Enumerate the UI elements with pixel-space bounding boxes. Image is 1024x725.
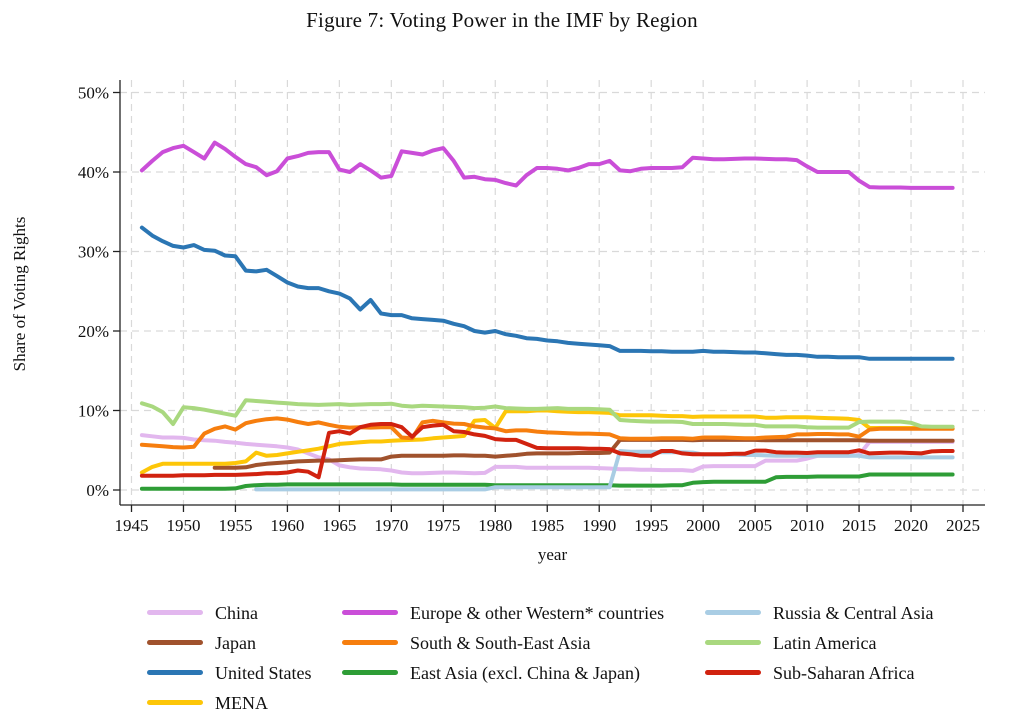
x-tick-label: 2020 — [894, 516, 928, 535]
legend-swatch-russia-central-asia — [705, 610, 761, 615]
y-tick-label: 10% — [78, 402, 109, 421]
series-line-united-states — [139, 225, 955, 361]
x-tick-label: 1985 — [530, 516, 564, 535]
y-tick-label: 0% — [86, 481, 109, 500]
x-tick-label: 2000 — [686, 516, 720, 535]
legend-item-label: South & South-East Asia — [410, 633, 591, 653]
legend-swatch-latin-america — [705, 640, 761, 645]
series-line-south-south-east-asia — [139, 416, 955, 450]
legend-item-label: United States — [215, 663, 312, 683]
x-tick-label: 1995 — [634, 516, 668, 535]
x-tick-label: 1950 — [166, 516, 200, 535]
figure-title: Figure 7: Voting Power in the IMF by Reg… — [306, 8, 698, 32]
y-tick-label: 40% — [78, 163, 109, 182]
legend-item-label: Latin America — [773, 633, 877, 653]
legend-swatch-europe-other-western-countries — [342, 610, 398, 615]
x-tick-label: 1975 — [426, 516, 460, 535]
x-tick-label: 2005 — [738, 516, 772, 535]
x-tick-label: 2015 — [842, 516, 876, 535]
y-tick-label: 50% — [78, 84, 109, 103]
x-tick-label: 1945 — [115, 516, 149, 535]
legend-swatch-east-asia-excl-china-japan — [342, 670, 398, 675]
series-line-latin-america — [139, 398, 955, 430]
legend-swatch-south-south-east-asia — [342, 640, 398, 645]
series-line-japan — [212, 437, 955, 470]
legend-swatch-sub-saharan-africa — [705, 670, 761, 675]
y-tick-label: 20% — [78, 322, 109, 341]
x-tick-label: 1970 — [374, 516, 408, 535]
legend-item-label: Russia & Central Asia — [773, 603, 934, 623]
legend-swatch-japan — [147, 640, 203, 645]
series-line-sub-saharan-africa — [139, 422, 955, 480]
x-tick-label: 2025 — [946, 516, 980, 535]
legend-swatch-china — [147, 610, 203, 615]
legend-item-label: Sub-Saharan Africa — [773, 663, 915, 683]
series-line-russia-central-asia — [254, 449, 955, 492]
x-tick-label: 1955 — [218, 516, 252, 535]
x-tick-label: 1960 — [270, 516, 304, 535]
legend-item-label: Europe & other Western* countries — [410, 603, 665, 623]
legend-item-label: Japan — [215, 633, 256, 653]
x-tick-label: 1990 — [582, 516, 616, 535]
series-line-europe-other-western-countries — [139, 140, 955, 190]
legend-item-label: East Asia (excl. China & Japan) — [410, 663, 640, 683]
y-axis-label: Share of Voting Rights — [10, 216, 29, 372]
x-axis-label: year — [537, 545, 568, 564]
x-tick-label: 1980 — [478, 516, 512, 535]
x-tick-label: 2010 — [790, 516, 824, 535]
legend: China Japan United States MENA Europe & othe… — [0, 599, 1024, 719]
legend-swatch-united-states — [147, 670, 203, 675]
legend-swatch-mena — [147, 700, 203, 705]
legend-item-label: China — [215, 603, 258, 623]
legend-item-label: MENA — [215, 693, 268, 713]
y-tick-label: 30% — [78, 243, 109, 262]
x-tick-label: 1965 — [322, 516, 356, 535]
